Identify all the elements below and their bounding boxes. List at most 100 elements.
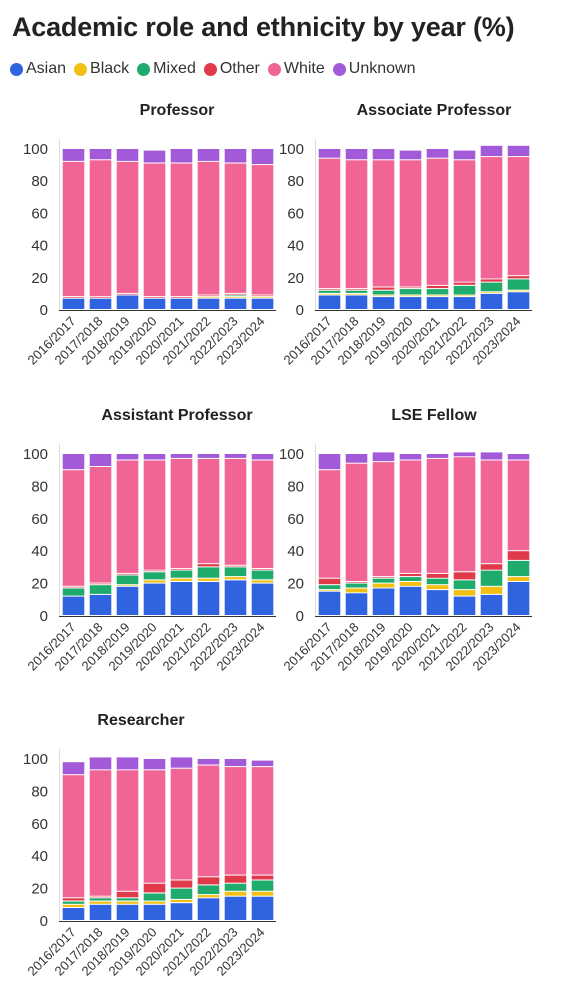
bar-segment-unknown: [116, 757, 139, 770]
bar-segment-unknown: [453, 150, 476, 160]
bar-segment-other: [426, 573, 449, 578]
bar-segment-black: [251, 580, 274, 583]
bar-segment-black: [197, 578, 220, 581]
bar-segment-asian: [453, 596, 476, 615]
bar-segment-black: [372, 583, 395, 588]
bar-segment-unknown: [62, 149, 85, 161]
bar-segment-white: [62, 775, 85, 898]
bar-segment-asian: [251, 583, 274, 615]
bar-segment-black: [143, 901, 166, 904]
bar-segment-asian: [89, 298, 112, 309]
bar-segment-white: [251, 460, 274, 568]
bar-segment-mixed: [399, 577, 422, 581]
chart-title: Academic role and ethnicity by year (%): [12, 12, 515, 42]
bar-segment-unknown: [372, 452, 395, 462]
bar-segment-asian: [62, 596, 85, 615]
bar-segment-unknown: [116, 454, 139, 460]
bar-segment-other: [453, 572, 476, 580]
bar-segment-mixed: [453, 580, 476, 590]
bar-segment-other: [372, 577, 395, 578]
bar-segment-mixed: [89, 585, 112, 594]
bar-segment-black: [399, 295, 422, 297]
bar-segment-asian: [170, 298, 193, 309]
bar-segment-other: [62, 586, 85, 588]
bar-segment-black: [170, 899, 193, 903]
y-tick-label: 60: [31, 816, 48, 833]
y-tick-label: 0: [40, 608, 48, 625]
legend: Asian Black Mixed Other White Unknown: [10, 60, 423, 78]
bar-segment-unknown: [224, 454, 247, 458]
bar-segment-other: [224, 293, 247, 295]
bar-segment-white: [251, 165, 274, 295]
bar-segment-other: [89, 583, 112, 585]
legend-label-asian: Asian: [26, 60, 67, 77]
bar-segment-black: [197, 895, 220, 898]
bar-segment-white: [170, 768, 193, 880]
bar-segment-asian: [399, 586, 422, 615]
legend-item-unknown: Unknown: [332, 60, 415, 78]
bar-segment-unknown: [507, 454, 530, 460]
bar-segment-white: [480, 157, 503, 279]
bar-segment-asian: [345, 593, 368, 615]
bar-segment-white: [197, 458, 220, 564]
bar-segment-mixed: [507, 560, 530, 577]
bar-segment-other: [89, 896, 112, 898]
bar-segment-unknown: [62, 762, 85, 775]
bar-segment-black: [480, 292, 503, 293]
bar-segment-other: [197, 877, 220, 885]
bar-segment-unknown: [89, 149, 112, 160]
bar-segment-other: [62, 898, 85, 901]
bar-segment-unknown: [224, 759, 247, 767]
bar-segment-unknown: [480, 145, 503, 157]
y-tick-label: 60: [287, 511, 304, 528]
bar-segment-white: [170, 458, 193, 569]
panel-title: Researcher: [97, 712, 184, 729]
bar-segment-white: [507, 157, 530, 276]
y-tick-label: 40: [31, 543, 48, 560]
bar-segment-unknown: [426, 454, 449, 458]
bar-segment-black: [197, 297, 220, 298]
bar-segment-unknown: [507, 145, 530, 157]
panel-title: Associate Professor: [357, 102, 512, 119]
bar-segment-white: [345, 160, 368, 289]
bar-segment-other: [62, 297, 85, 298]
bar-segment-mixed: [372, 578, 395, 583]
y-tick-label: 80: [31, 173, 48, 190]
legend-swatch-unknown: [332, 62, 346, 76]
bar-segment-white: [399, 460, 422, 573]
bar-segment-white: [89, 467, 112, 583]
bar-segment-black: [62, 904, 85, 907]
bar-segment-black: [170, 578, 193, 581]
y-tick-label: 80: [31, 478, 48, 495]
bar-segment-asian: [224, 580, 247, 615]
bar-segment-other: [507, 276, 530, 279]
bar-segment-unknown: [372, 149, 395, 160]
panel-title: LSE Fellow: [391, 407, 477, 424]
y-tick-label: 20: [31, 576, 48, 593]
bar-segment-white: [251, 767, 274, 875]
legend-swatch-asian: [10, 62, 23, 76]
bar-segment-white: [116, 460, 139, 573]
bar-segment-black: [224, 891, 247, 896]
bar-segment-mixed: [170, 570, 193, 578]
bar-segment-black: [453, 295, 476, 297]
bar-segment-other: [345, 289, 368, 290]
bar-segment-mixed: [345, 583, 368, 588]
y-tick-label: 60: [31, 511, 48, 528]
bar-segment-white: [480, 460, 503, 564]
bar-segment-other: [318, 578, 341, 585]
bar-segment-asian: [224, 896, 247, 920]
bar-segment-asian: [116, 586, 139, 615]
bar-segment-white: [116, 161, 139, 293]
legend-item-other: Other: [203, 60, 260, 78]
legend-swatch-other: [203, 62, 217, 76]
y-tick-label: 0: [296, 302, 304, 319]
bar-segment-black: [453, 590, 476, 596]
bar-segment-unknown: [170, 757, 193, 768]
bar-segment-mixed: [170, 888, 193, 899]
y-tick-label: 60: [287, 205, 304, 222]
bar-segment-black: [116, 901, 139, 904]
bar-segment-white: [224, 458, 247, 565]
y-tick-label: 20: [287, 576, 304, 593]
bar-segment-mixed: [318, 585, 341, 590]
